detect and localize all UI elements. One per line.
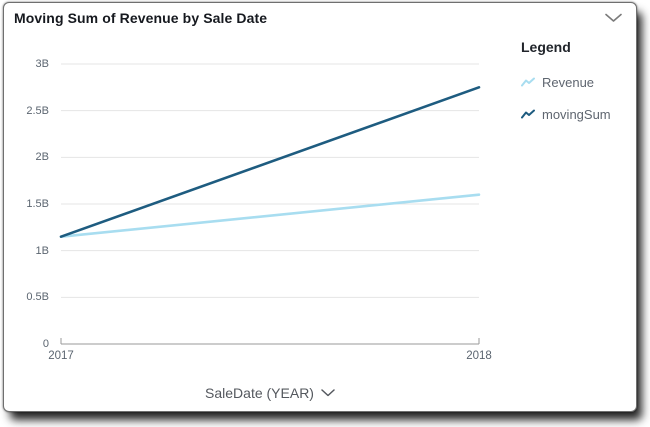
y-axis-tick-label: 3B bbox=[35, 58, 49, 70]
visual-menu-chevron-button[interactable] bbox=[603, 11, 623, 25]
line-series-icon bbox=[521, 109, 535, 119]
series-line-movingsum[interactable] bbox=[59, 86, 481, 238]
legend-item-label: movingSum bbox=[542, 107, 611, 122]
chevron-down-icon bbox=[604, 13, 622, 22]
legend-item-revenue[interactable]: Revenue bbox=[521, 75, 633, 90]
x-axis-tick-label: 2017 bbox=[48, 350, 74, 362]
series-line-revenue[interactable] bbox=[59, 193, 481, 238]
y-axis-tick-label: 0.5B bbox=[26, 291, 49, 304]
y-axis-tick-label: 1B bbox=[35, 244, 49, 257]
y-axis-tick-label: 0 bbox=[42, 338, 49, 350]
legend: Legend Revenue movingSum bbox=[521, 39, 633, 139]
x-axis-tick-label: 2018 bbox=[466, 350, 492, 362]
chevron-down-icon bbox=[321, 389, 335, 397]
x-axis-title-label: SaleDate (YEAR) bbox=[205, 385, 314, 401]
chart-title: Moving Sum of Revenue by Sale Date bbox=[14, 10, 268, 26]
legend-item-label: Revenue bbox=[542, 75, 595, 90]
legend-item-movingsum[interactable]: movingSum bbox=[521, 107, 633, 122]
y-axis-tick-label: 2B bbox=[35, 151, 49, 164]
legend-title: Legend bbox=[521, 39, 571, 55]
y-axis-tick-label: 1.5B bbox=[26, 198, 49, 210]
visual-card: Moving Sum of Revenue by Sale Date 0 0.5B… bbox=[3, 2, 637, 412]
line-series-icon bbox=[521, 77, 535, 87]
line-chart-plot bbox=[59, 63, 481, 345]
y-axis-tick-label: 2.5B bbox=[26, 104, 49, 117]
x-axis-title-dropdown[interactable]: SaleDate (YEAR) bbox=[61, 385, 479, 401]
